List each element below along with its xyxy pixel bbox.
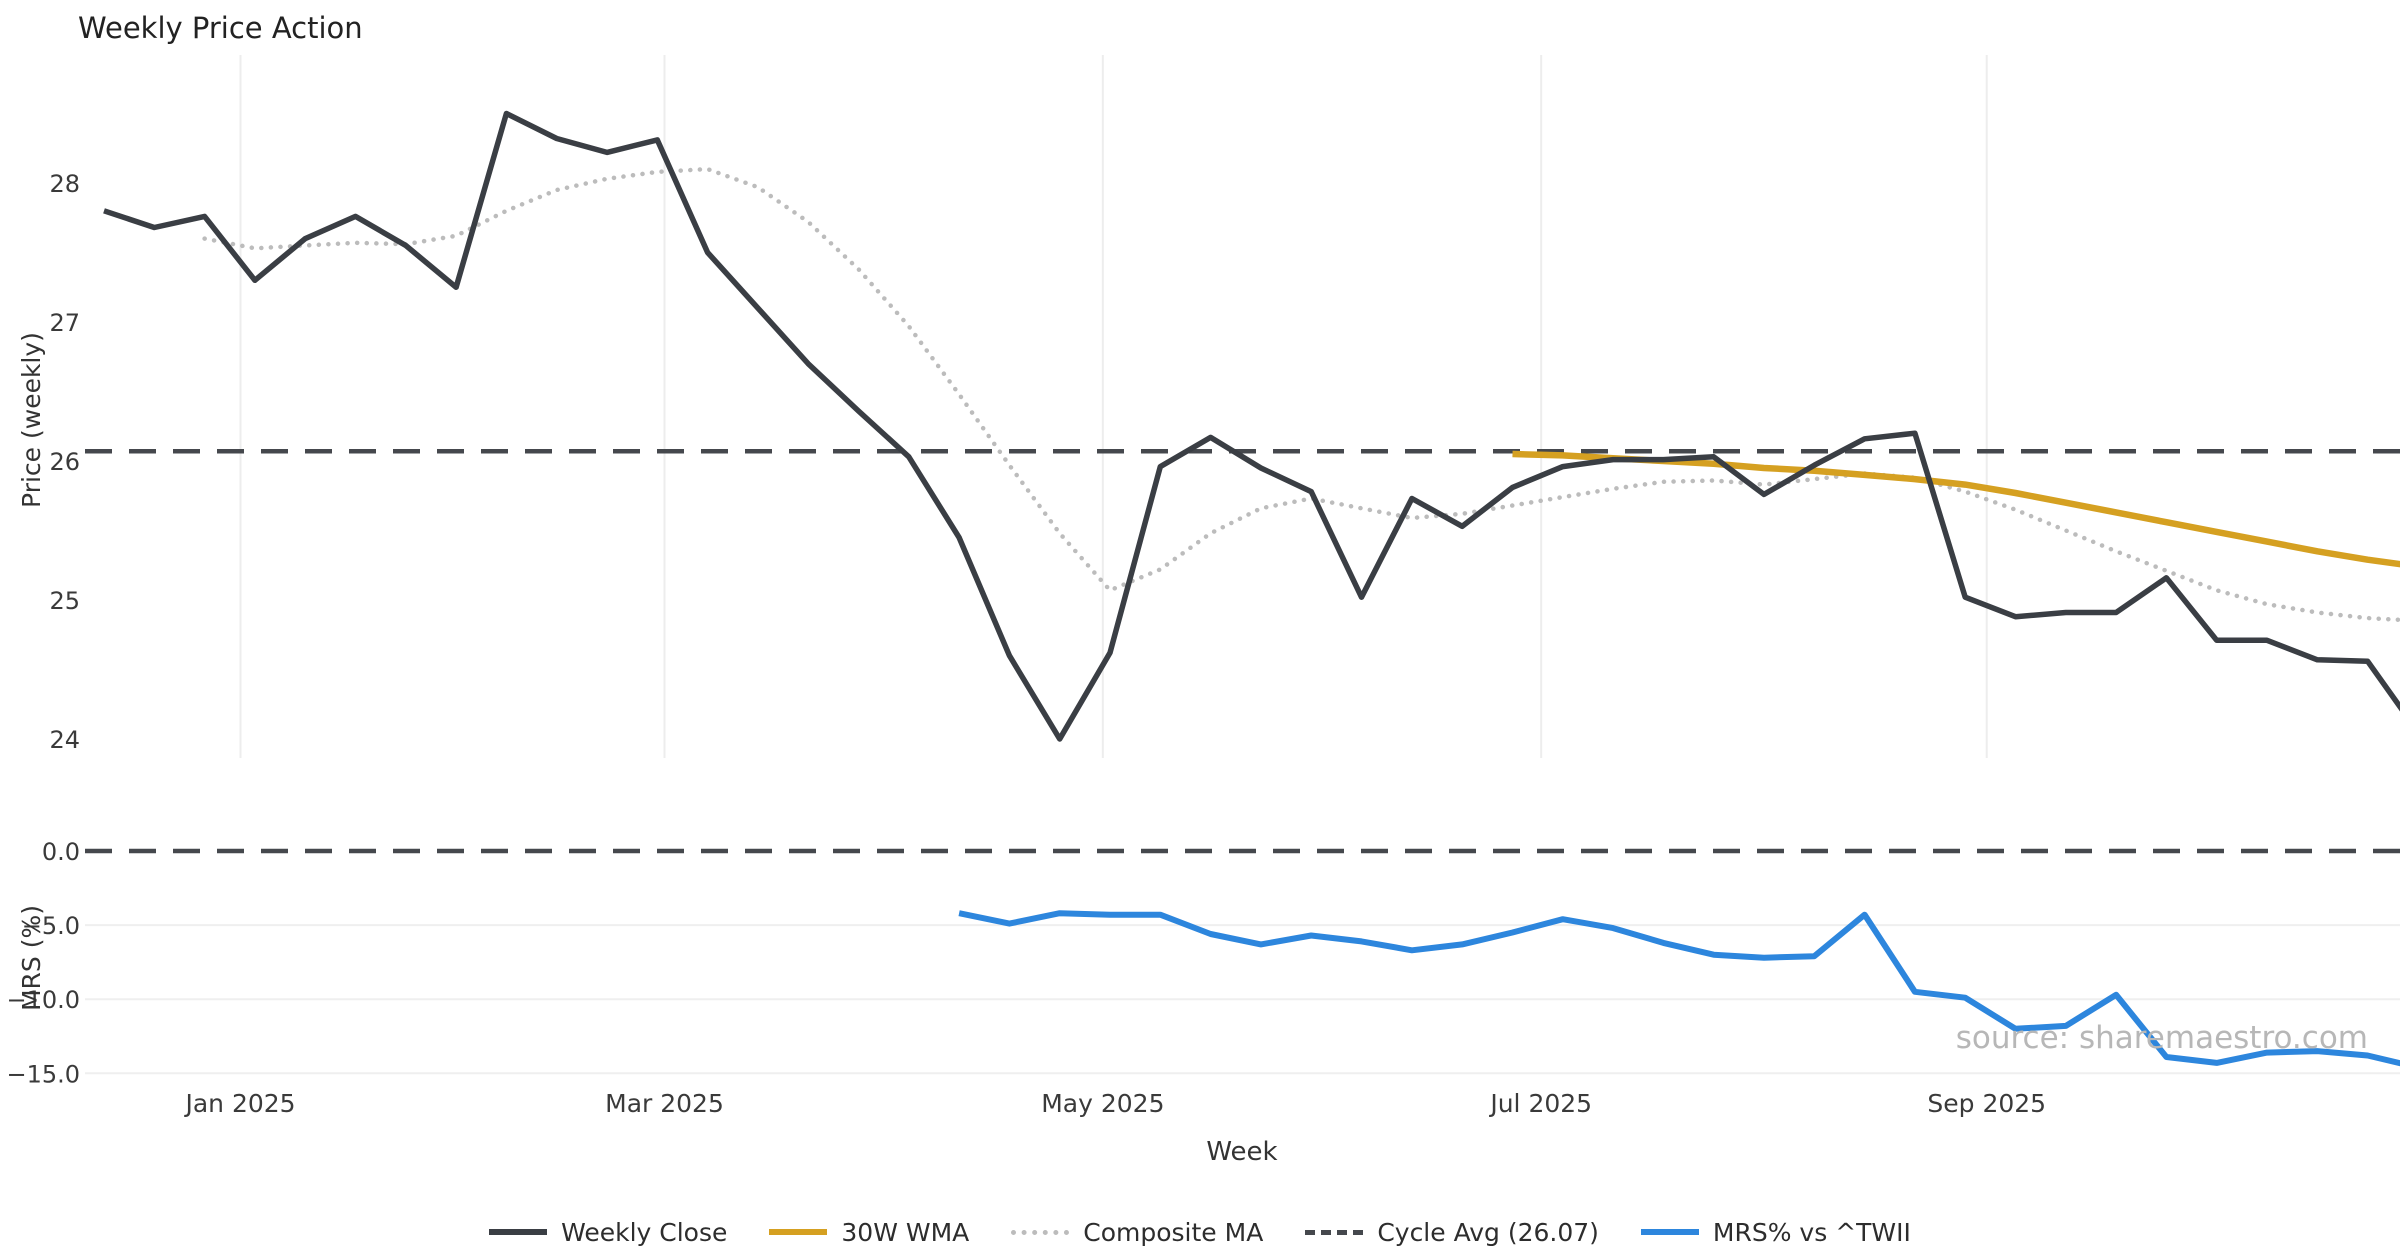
x-tick-label: Jan 2025 — [183, 1089, 295, 1118]
price-tick-label: 28 — [49, 170, 80, 198]
series-line — [1512, 450, 2400, 568]
price-series-lines — [85, 110, 2400, 742]
x-tick-label: Jul 2025 — [1488, 1089, 1592, 1118]
mrs-panel-gridlines — [85, 924, 2400, 1075]
mrs-tick-label: −5.0 — [22, 912, 80, 940]
legend-item: Composite MA — [1011, 1218, 1263, 1247]
price-tick-label: 24 — [49, 726, 80, 754]
series-line — [103, 110, 2400, 742]
legend-item: MRS% vs ^TWII — [1640, 1217, 1911, 1247]
legend-line-sample — [1011, 1229, 1070, 1235]
x-tick-label: May 2025 — [1041, 1089, 1164, 1118]
legend-line-sample — [489, 1229, 548, 1235]
legend-item: Cycle Avg (26.07) — [1305, 1218, 1599, 1247]
legend-label: 30W WMA — [841, 1217, 970, 1247]
legend-label: Weekly Close — [561, 1217, 728, 1247]
x-tick-label: Sep 2025 — [1927, 1089, 2046, 1118]
price-axis-label: Price (weekly) — [17, 332, 46, 508]
price-tick-label: 25 — [49, 587, 80, 615]
series-line — [958, 910, 2400, 1067]
price-axis-ticks: 28 27 26 25 24 — [49, 170, 80, 754]
legend-line-sample — [1305, 1229, 1364, 1235]
price-panel-gridlines — [239, 55, 1988, 758]
series-line — [202, 166, 2400, 623]
legend-label: Composite MA — [1083, 1217, 1264, 1247]
mrs-axis-label: MRS (%) — [17, 905, 46, 1011]
price-tick-label: 26 — [49, 448, 80, 476]
mrs-axis-ticks: 0.0 −5.0 −10.0 −15.0 — [6, 838, 80, 1088]
mrs-tick-label: 0.0 — [42, 838, 80, 866]
x-axis-ticks: Jan 2025 Mar 2025 May 2025 Jul 2025 Sep 2025 — [183, 1089, 2046, 1118]
legend-line-sample — [1640, 1229, 1699, 1235]
price-tick-label: 27 — [49, 309, 80, 337]
mrs-tick-label: −15.0 — [6, 1060, 80, 1088]
legend-line-sample — [769, 1229, 828, 1235]
mrs-series-lines — [85, 848, 2400, 1067]
source-watermark: source: sharemaestro.com — [1956, 1020, 2368, 1056]
legend-label: Cycle Avg (26.07) — [1377, 1217, 1599, 1247]
legend-item: 30W WMA — [769, 1218, 969, 1247]
mrs-tick-label: −10.0 — [6, 986, 80, 1014]
page-title: Weekly Price Action — [78, 11, 363, 45]
x-tick-label: Mar 2025 — [605, 1089, 724, 1118]
x-axis-label: Week — [1206, 1137, 1277, 1167]
legend-label: MRS% vs ^TWII — [1712, 1217, 1911, 1247]
legend-item: Weekly Close — [489, 1218, 727, 1247]
chart-legend: Weekly Close 30W WMA Composite MA Cycle Avg… — [0, 1206, 2400, 1258]
